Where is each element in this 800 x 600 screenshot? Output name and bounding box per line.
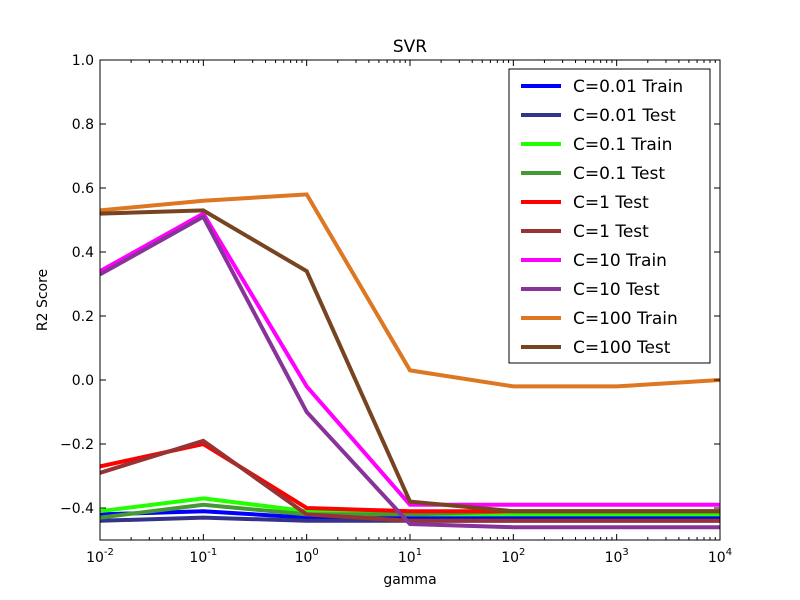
legend-label-0: C=0.01 Train — [573, 77, 683, 97]
axis-ticks: 10-2 10-1 100 101 102 103 104 −0.4 −0.2 0.0 0.2 0.4… — [60, 53, 732, 566]
series-lines — [100, 192, 720, 530]
y-tick-label: 0.2 — [72, 309, 94, 325]
legend-label-3: C=0.1 Test — [573, 164, 665, 184]
y-axis-title: R2 Score — [35, 269, 51, 331]
legend-label-5: C=1 Test — [573, 222, 649, 242]
y-tick-label: 1.0 — [72, 53, 94, 69]
legend-label-2: C=0.1 Train — [573, 135, 672, 155]
plot-area: 10-2 10-1 100 101 102 103 104 −0.4 −0.2 0.0 0.2 0.4… — [60, 53, 732, 566]
series-line-0 — [100, 509, 720, 520]
y-tick-label: 0.8 — [72, 117, 94, 133]
y-tick-label: −0.2 — [60, 437, 94, 453]
legend-label-7: C=10 Test — [573, 280, 660, 300]
chart-title: SVR — [393, 37, 427, 57]
x-tick-label: 101 — [398, 547, 422, 566]
legend-label-6: C=10 Train — [573, 251, 667, 271]
x-tick-label: 104 — [708, 547, 732, 566]
y-tick-label: −0.4 — [60, 501, 94, 517]
legend-label-1: C=0.01 Test — [573, 106, 676, 126]
x-tick-label: 102 — [501, 547, 525, 566]
x-tick-label: 10-2 — [86, 547, 114, 566]
series-line-6 — [100, 210, 720, 507]
series-line-8 — [100, 192, 720, 389]
legend-label-8: C=100 Train — [573, 309, 678, 329]
series-line-7 — [100, 214, 720, 530]
legend-label-4: C=1 Test — [573, 193, 649, 213]
y-tick-label: 0.0 — [72, 373, 94, 389]
series-line-5 — [100, 438, 720, 523]
y-tick-label: 0.6 — [72, 181, 94, 197]
x-tick-label: 103 — [605, 547, 629, 566]
series-line-9 — [100, 208, 720, 514]
legend-label-9: C=100 Test — [573, 338, 671, 358]
y-tick-label: 0.4 — [72, 245, 94, 261]
x-axis-title: gamma — [383, 572, 436, 588]
legend: C=0.01 Train C=0.01 Test C=0.1 Train C=0.1 … — [508, 68, 711, 364]
legend-box — [508, 68, 711, 364]
x-tick-label: 10-1 — [189, 547, 217, 566]
x-tick-label: 100 — [295, 547, 319, 566]
